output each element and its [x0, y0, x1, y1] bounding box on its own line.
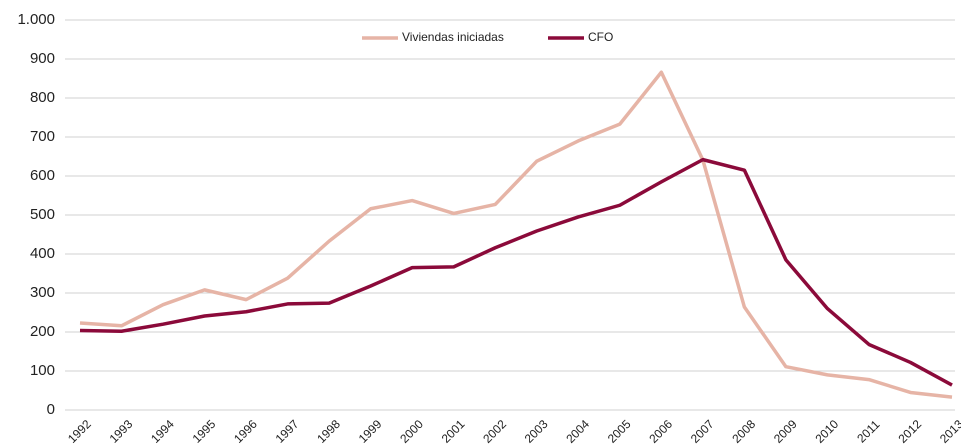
x-tick-label: 1995	[190, 417, 219, 446]
x-tick-label: 2011	[854, 417, 882, 445]
y-tick-label: 0	[47, 401, 55, 418]
legend-label: Viviendas iniciadas	[402, 30, 504, 44]
x-tick-label: 2013	[937, 417, 961, 446]
legend-label: CFO	[588, 30, 613, 44]
x-tick-label: 1992	[65, 417, 94, 446]
x-tick-label: 2010	[812, 417, 841, 446]
y-tick-label: 500	[30, 206, 55, 223]
series-line	[79, 157, 953, 387]
x-tick-label: 1998	[314, 417, 343, 446]
x-tick-label: 2002	[480, 417, 509, 446]
y-tick-label: 1.000	[17, 11, 55, 28]
y-tick-label: 700	[30, 128, 55, 145]
y-tick-label: 600	[30, 167, 55, 184]
x-tick-label: 1996	[231, 417, 260, 446]
x-tick-label: 1999	[356, 417, 385, 446]
x-tick-label: 1994	[148, 417, 177, 446]
y-tick-label: 400	[30, 245, 55, 262]
x-tick-label: 2000	[397, 417, 426, 446]
x-tick-label: 2006	[646, 417, 675, 446]
series-line	[79, 70, 953, 399]
y-tick-label: 200	[30, 323, 55, 340]
y-tick-label: 100	[30, 362, 55, 379]
y-tick-label: 900	[30, 50, 55, 67]
x-tick-label: 2003	[522, 417, 551, 446]
x-tick-label: 1997	[273, 417, 302, 446]
x-tick-label: 2005	[605, 417, 634, 446]
y-tick-label: 300	[30, 284, 55, 301]
x-tick-label: 1993	[107, 417, 136, 446]
x-tick-label: 2008	[729, 417, 758, 446]
x-tick-label: 2012	[895, 417, 924, 446]
x-tick-label: 2007	[688, 417, 717, 446]
x-tick-label: 2001	[439, 417, 468, 446]
x-tick-label: 2009	[771, 417, 800, 446]
y-tick-label: 800	[30, 89, 55, 106]
x-tick-label: 2004	[563, 417, 592, 446]
